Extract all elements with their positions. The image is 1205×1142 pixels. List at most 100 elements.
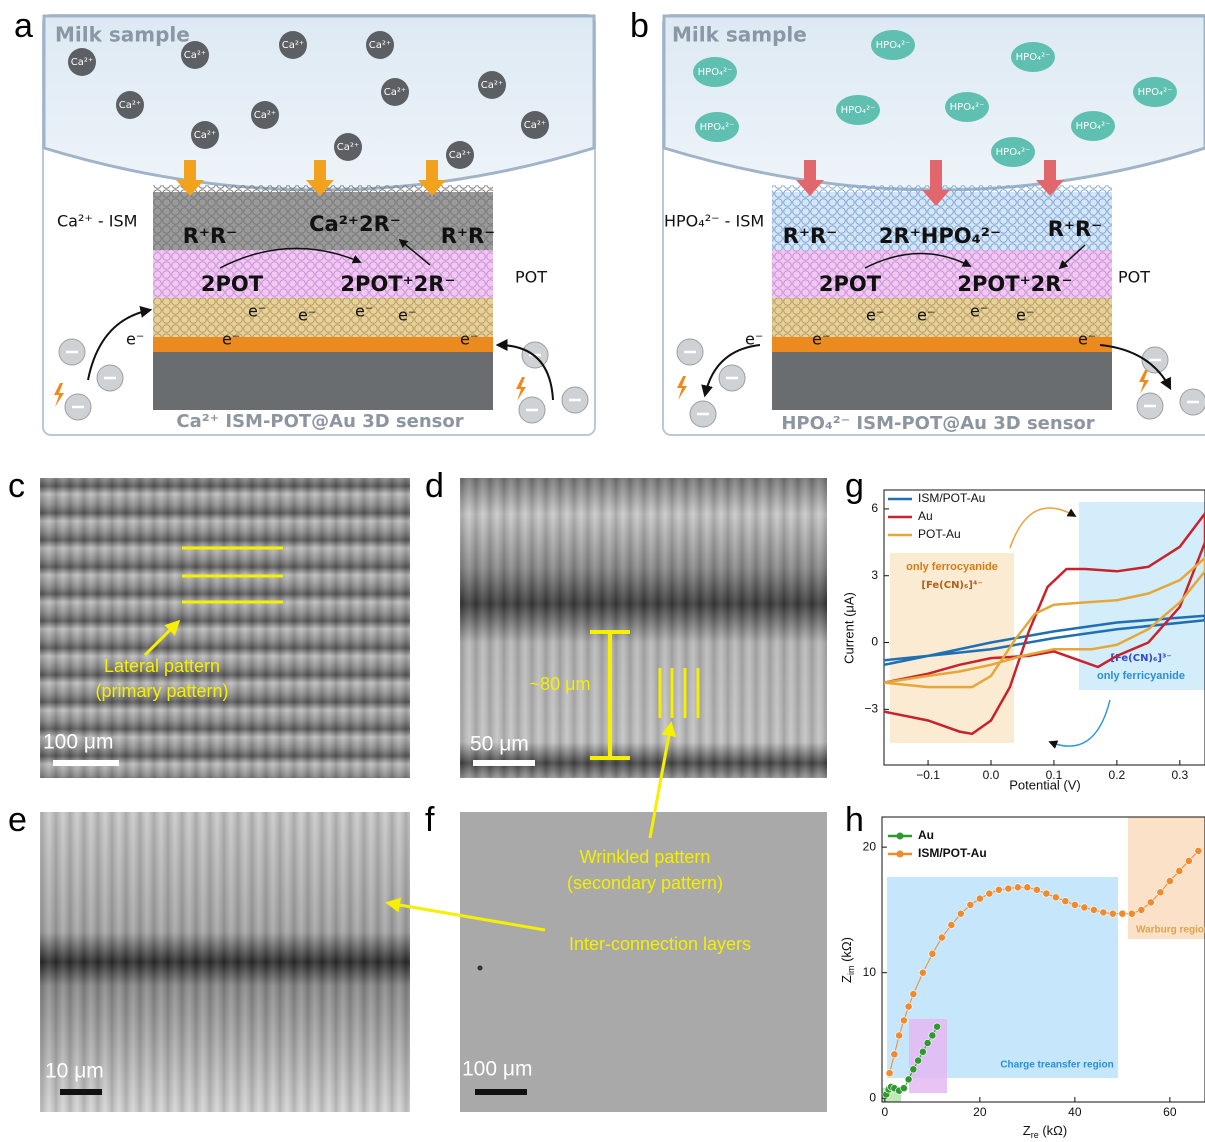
data-point [886, 1070, 893, 1077]
data-point [924, 1039, 931, 1046]
region [1128, 817, 1205, 939]
electron: e⁻ [866, 306, 884, 325]
panel-label: g [845, 467, 864, 505]
scale-bar [473, 760, 535, 766]
panel-label: f [425, 801, 435, 839]
data-point [1109, 910, 1116, 917]
data-point [938, 934, 945, 941]
data-point [1062, 898, 1069, 905]
scale-label: 10 μm [45, 1060, 104, 1083]
data-point [1100, 909, 1107, 916]
x-axis-label: Zre (kΩ) [1023, 1123, 1067, 1140]
ion-label: Ca²⁺ [184, 50, 206, 61]
x-tick-label: 60 [1163, 1105, 1177, 1119]
annotation: Lateral pattern [104, 656, 220, 676]
axis-unit: (kΩ) [839, 937, 854, 966]
ion-label: Ca²⁺ [384, 87, 406, 98]
panel-e: e 10 μm [8, 801, 410, 1112]
panel-b: HPO₄²⁻HPO₄²⁻HPO₄²⁻HPO₄²⁻HPO₄²⁻HPO₄²⁻HPO₄… [630, 7, 1205, 435]
sample-label: Milk sample [55, 23, 190, 47]
layer-label: POT [1118, 268, 1150, 287]
panel-c: c Lateral pattern (primary pattern) 100 … [8, 467, 410, 778]
data-point [900, 1017, 907, 1024]
annotation: [Fe(CN)₆]⁴⁻ [921, 580, 982, 591]
electron: e⁻ [126, 330, 144, 349]
annotation: Wrinkled pattern [580, 847, 711, 867]
electron: e⁻ [298, 306, 316, 325]
ion-label: Ca²⁺ [71, 57, 93, 68]
data-point [1128, 910, 1135, 917]
annotation: ~80 μm [530, 674, 591, 694]
data-point [1024, 884, 1031, 891]
electron: e⁻ [355, 302, 373, 321]
data-point [905, 1076, 912, 1083]
axis-subscript: re [1031, 1130, 1039, 1140]
legend-marker [897, 833, 904, 840]
legend-label: ISM/POT-Au [918, 491, 985, 505]
y-tick-label: 20 [863, 839, 877, 853]
ion-label: HPO₄²⁻ [876, 40, 911, 51]
ion-label: HPO₄²⁻ [698, 67, 733, 78]
annotation: Inter-connection layers [569, 934, 751, 954]
electron: e⁻ [970, 302, 988, 321]
panel-h: h Charge treansfer region Warburg region… [839, 801, 1205, 1140]
y-axis-label: Zim (kΩ) [839, 937, 856, 983]
caption: HPO₄²⁻ ISM-POT@Au 3D sensor [781, 413, 1094, 434]
x-tick-label: −0.1 [916, 768, 940, 782]
ion-label: HPO₄²⁻ [700, 122, 735, 133]
ion-label: HPO₄²⁻ [1016, 52, 1051, 63]
annotation: Warburg region [1136, 925, 1205, 936]
annotation-arrow [1010, 508, 1075, 548]
panel-d: d ~80 μm 50 μm [425, 467, 827, 778]
ion-label: Ca²⁺ [282, 40, 304, 51]
data-point [934, 1023, 941, 1030]
x-tick-label: 0.2 [1109, 768, 1126, 782]
data-point [1166, 877, 1173, 884]
scale-label: 50 μm [470, 733, 529, 756]
y-axis-label: Current (μA) [841, 592, 856, 664]
legend-marker [897, 851, 904, 858]
reaction: 2R⁺HPO₄²⁻ [879, 224, 1001, 248]
reaction: R⁺R⁻ [783, 224, 838, 248]
x-tick-label: 0.0 [983, 768, 1000, 782]
region [909, 1019, 947, 1093]
scale-bar [475, 1089, 527, 1095]
panel-label: e [8, 801, 27, 839]
membrane: HPO₄²⁻ - ISM [664, 212, 764, 231]
x-tick-label: 0 [882, 1105, 889, 1119]
y-tick-label: 6 [871, 501, 878, 515]
annotation-arrow [1050, 700, 1110, 746]
annotation: (secondary pattern) [567, 873, 723, 893]
substrate [153, 352, 493, 410]
annotation: only ferricyanide [1097, 670, 1185, 682]
data-point [929, 950, 936, 957]
x-tick-label: 20 [973, 1105, 987, 1119]
y-tick-label: 3 [871, 568, 878, 582]
x-tick-label: 0.1 [1046, 768, 1063, 782]
data-point [1071, 901, 1078, 908]
ion-label: Ca²⁺ [337, 142, 359, 153]
electron: e⁻ [1016, 306, 1034, 325]
data-point [905, 1003, 912, 1010]
y-tick-label: 10 [863, 965, 877, 979]
membrane: Ca²⁺ - ISM [57, 212, 137, 231]
axis-unit: (kΩ) [1039, 1123, 1068, 1138]
data-point [995, 886, 1002, 893]
annotation: Charge treansfer region [1000, 1060, 1113, 1071]
caption: Ca²⁺ ISM-POT@Au 3D sensor [176, 411, 463, 432]
particle [478, 966, 483, 971]
axis-subscript: im [846, 966, 856, 976]
ion-label: HPO₄²⁻ [1076, 121, 1111, 132]
electron: e⁻ [812, 330, 830, 349]
substrate [772, 352, 1112, 410]
data-point [919, 1048, 926, 1055]
data-point [957, 910, 964, 917]
panel-g: g only ferrocyanide [Fe(CN)₆]⁴⁻ [Fe(CN)₆… [841, 467, 1205, 792]
reaction: R⁺R⁻ [441, 224, 496, 248]
data-point [910, 990, 917, 997]
panel-a: Ca²⁺Ca²⁺Ca²⁺Ca²⁺Ca²⁺Ca²⁺Ca²⁺Ca²⁺Ca²⁺Ca²⁺… [14, 7, 595, 435]
x-tick-label: 40 [1068, 1105, 1082, 1119]
electron: e⁻ [917, 306, 935, 325]
data-point [1138, 906, 1145, 913]
data-point [910, 1066, 917, 1073]
